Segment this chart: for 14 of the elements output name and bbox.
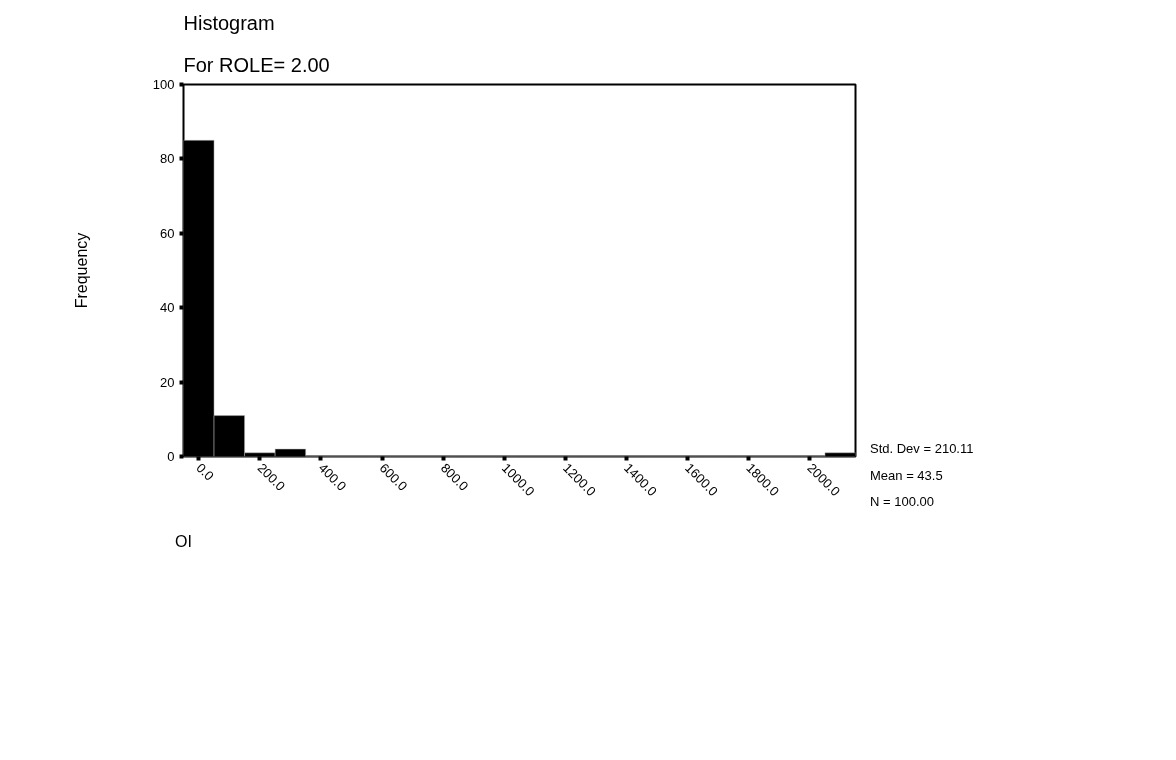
y-tick-label: 100 bbox=[152, 77, 175, 92]
y-tick-label: 80 bbox=[160, 151, 175, 167]
text: Mean = 43.5 bbox=[870, 466, 944, 485]
text: Std. Dev = 210.11 bbox=[870, 440, 974, 458]
chart-title: Histogram bbox=[183, 11, 275, 34]
y-tick-label: 60 bbox=[160, 225, 175, 241]
text: N = 100.00 bbox=[870, 493, 935, 512]
y-tick-label: 20 bbox=[160, 374, 175, 390]
x-tick-label: 0.0 bbox=[193, 460, 217, 484]
x-axis-title: OI bbox=[175, 532, 192, 550]
chart-subtitle: For ROLE= 2.00 bbox=[183, 53, 330, 76]
y-tick-label: 0 bbox=[167, 449, 175, 464]
y-axis-title: Frequency bbox=[72, 232, 90, 309]
y-tick-label: 40 bbox=[160, 300, 175, 316]
